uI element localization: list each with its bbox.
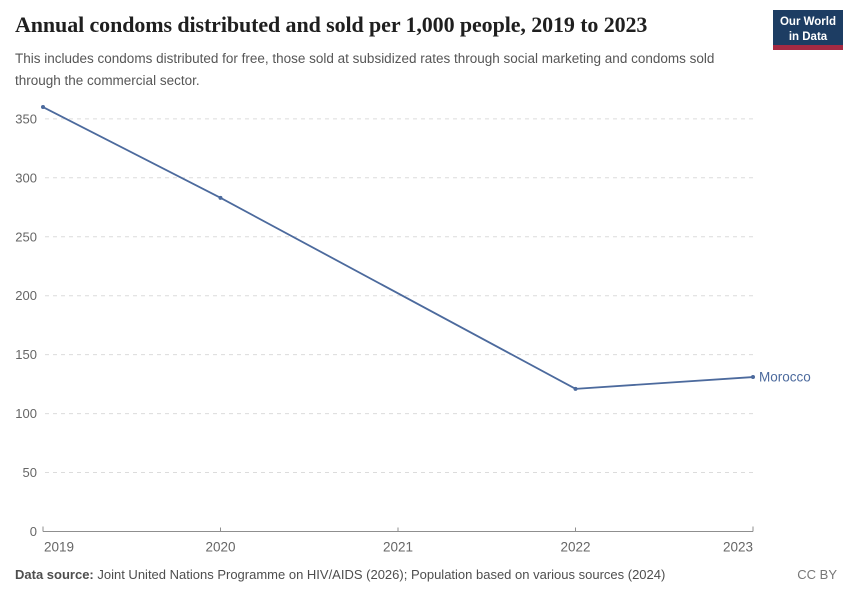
chart-title: Annual condoms distributed and sold per … xyxy=(15,12,648,37)
y-tick-label-50: 50 xyxy=(23,465,37,480)
y-tick-label-300: 300 xyxy=(15,170,37,185)
x-tick-label-2023: 2023 xyxy=(723,540,753,555)
data-point-morocco-283[interactable] xyxy=(218,195,223,200)
data-point-morocco-131[interactable] xyxy=(751,375,755,380)
data-point-morocco-360[interactable] xyxy=(41,105,45,110)
owid-logo[interactable]: Our World in Data xyxy=(773,10,843,50)
chart-footer: Data source: Joint United Nations Progra… xyxy=(15,567,837,582)
owid-logo-accent-bar xyxy=(773,45,843,50)
owid-logo-line1: Our World xyxy=(779,16,836,28)
x-tick-label-2019: 2019 xyxy=(44,540,74,555)
y-tick-label-100: 100 xyxy=(15,406,37,421)
y-tick-label-250: 250 xyxy=(15,229,37,244)
data-source[interactable]: Data source: Joint United Nations Progra… xyxy=(15,567,665,582)
x-axis-group: 2019 2020 2021 2022 2023 xyxy=(42,526,754,555)
gridlines-group xyxy=(45,118,753,474)
y-tick-label-150: 150 xyxy=(15,347,37,362)
series-line-morocco[interactable] xyxy=(42,106,754,390)
x-tick-label-2021: 2021 xyxy=(383,540,413,555)
data-source-label: Data source: xyxy=(15,567,94,582)
license-link[interactable]: CC BY xyxy=(797,567,837,582)
y-tick-label-0: 0 xyxy=(30,524,37,539)
x-tick-label-2020: 2020 xyxy=(205,540,235,555)
y-tick-label-350: 350 xyxy=(15,111,37,126)
y-axis-labels-group: 0 50 100 150 200 250 300 350 xyxy=(15,111,37,539)
data-point-morocco-121[interactable] xyxy=(573,386,578,391)
y-tick-label-200: 200 xyxy=(15,288,37,303)
series-group: Morocco xyxy=(41,105,811,391)
chart-subtitle: This includes condoms distributed for fr… xyxy=(15,51,715,88)
data-source-text: Joint United Nations Programme on HIV/AI… xyxy=(93,567,666,582)
owid-logo-line2: in Data xyxy=(788,30,828,43)
x-tick-label-2022: 2022 xyxy=(560,540,590,555)
series-label-morocco[interactable]: Morocco xyxy=(759,370,811,385)
